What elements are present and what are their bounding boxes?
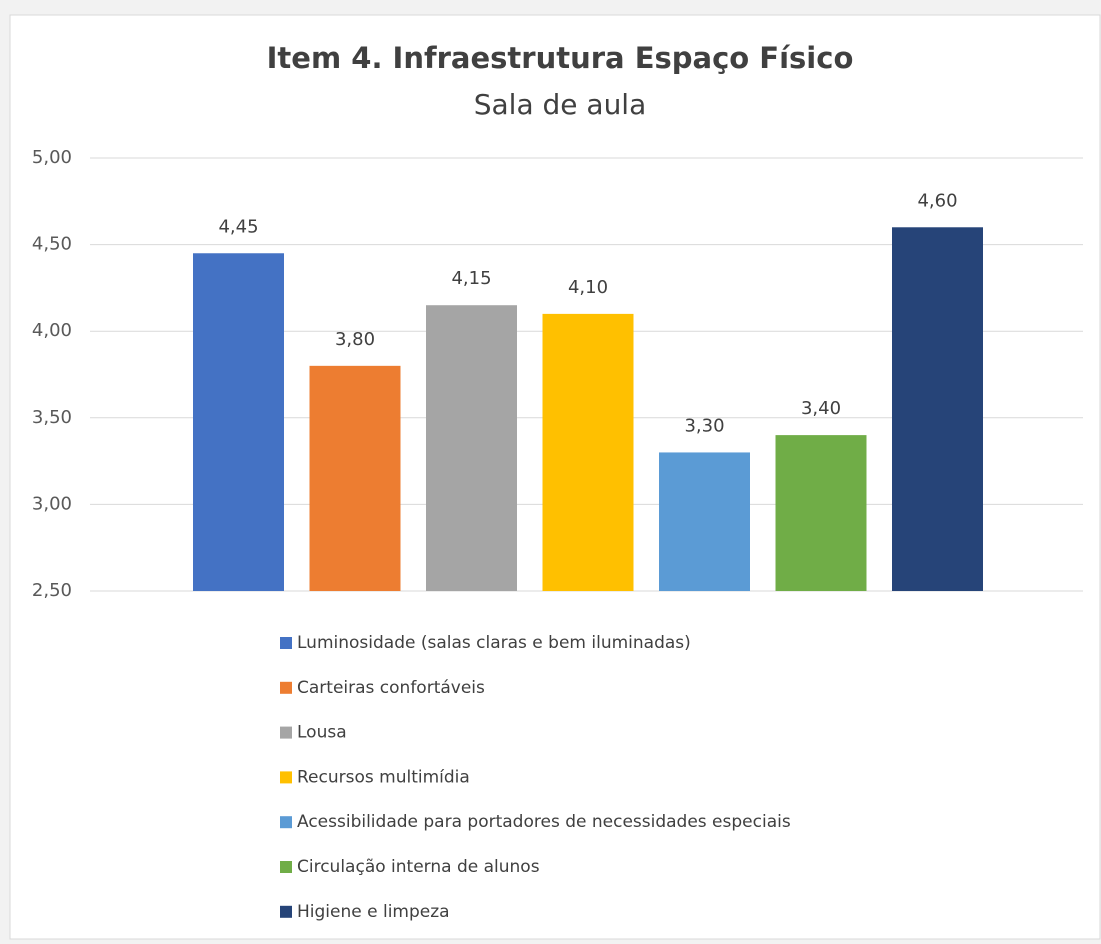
chart-subtitle: Sala de aula (474, 88, 647, 121)
legend-label: Acessibilidade para portadores de necess… (297, 812, 791, 832)
data-label: 4,45 (218, 216, 258, 237)
legend-swatch (280, 816, 292, 829)
data-label: 4,60 (917, 190, 957, 211)
y-tick-label: 3,00 (32, 493, 72, 514)
data-label: 4,10 (568, 277, 608, 298)
y-tick-label: 4,50 (32, 234, 72, 255)
legend-swatch (280, 637, 292, 649)
legend-label: Higiene e limpeza (297, 902, 450, 922)
legend-swatch (280, 681, 292, 694)
bar (309, 365, 401, 591)
legend-swatch (280, 726, 292, 739)
y-tick-label: 4,00 (32, 320, 72, 341)
legend-swatch (280, 905, 292, 918)
legend-swatch (280, 771, 292, 784)
data-label: 3,80 (335, 329, 375, 350)
legend-swatch (280, 861, 292, 873)
legend-label: Recursos multimídia (297, 767, 470, 787)
bar (193, 253, 284, 591)
bar (659, 452, 750, 591)
chart-title: Item 4. Infraestrutura Espaço Físico (267, 41, 854, 75)
bar (892, 227, 983, 591)
bar (426, 305, 517, 591)
data-label: 4,15 (451, 268, 491, 289)
legend-label: Circulação interna de alunos (297, 857, 540, 877)
data-label: 3,30 (684, 415, 724, 436)
bar (775, 435, 867, 591)
legend-label: Luminosidade (salas claras e bem ilumina… (297, 633, 691, 653)
legend-label: Lousa (297, 723, 347, 743)
y-tick-label: 2,50 (32, 580, 72, 601)
y-tick-label: 3,50 (32, 407, 72, 428)
legend-label: Carteiras confortáveis (297, 678, 485, 698)
bar (542, 313, 634, 591)
y-tick-label: 5,00 (32, 147, 72, 168)
data-label: 3,40 (801, 398, 841, 419)
